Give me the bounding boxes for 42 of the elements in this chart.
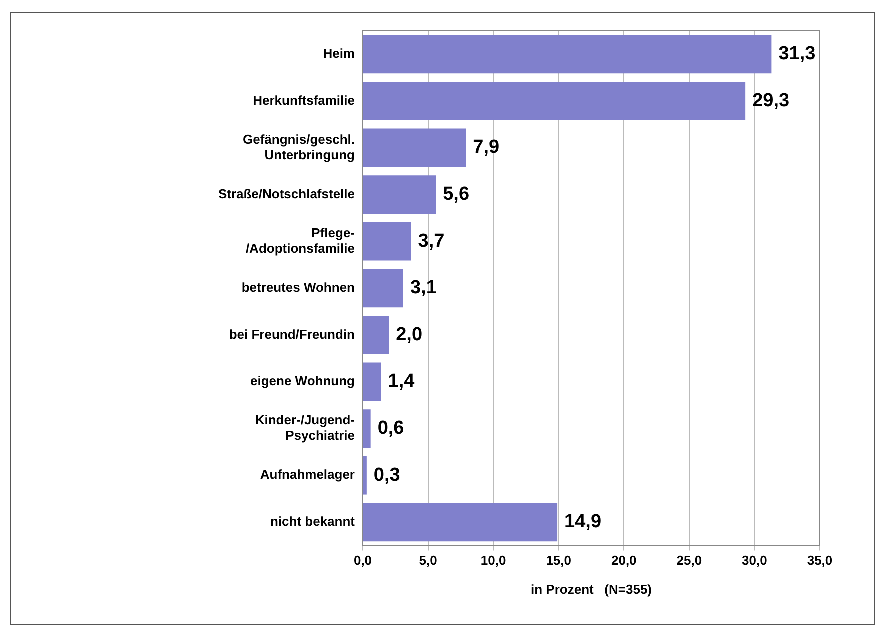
bar [364, 35, 772, 74]
x-axis-title: in Prozent (N=355) [531, 582, 652, 597]
bar [364, 362, 382, 402]
x-tick-label: 20,0 [611, 553, 637, 568]
y-tick-label: Gefängnis/geschl. Unterbringung [243, 132, 356, 162]
bar [364, 82, 746, 120]
x-tick-label: 35,0 [807, 553, 833, 568]
bar [364, 316, 390, 354]
data-label: 0,6 [378, 418, 404, 440]
y-tick-label: nicht bekannt [270, 514, 356, 529]
x-tick-label: 15,0 [546, 553, 572, 568]
bar [364, 456, 367, 495]
bar [364, 176, 436, 214]
data-label: 14,9 [564, 512, 602, 533]
data-label: 3,1 [410, 278, 438, 299]
y-tick-label: Herkunftsfamilie [253, 92, 355, 108]
data-label: 5,6 [443, 184, 470, 206]
bar [364, 128, 466, 168]
data-label: 0,3 [374, 464, 400, 486]
y-tick-label: bei Freund/Freundin [229, 326, 356, 342]
y-tick-label: Pflege- /Adoptionsfamilie [246, 225, 355, 256]
data-label: 29,3 [752, 90, 790, 112]
y-tick-label: betreutes Wohnen [242, 280, 356, 295]
x-tick-label: 30,0 [742, 553, 768, 568]
bar [364, 222, 412, 261]
x-tick-label: 5,0 [419, 553, 438, 568]
bar [364, 269, 404, 308]
bar [364, 410, 371, 448]
data-label: 3,7 [418, 230, 445, 252]
y-tick-label: Kinder-/Jugend- Psychiatrie [255, 412, 355, 444]
data-label: 2,0 [396, 324, 423, 346]
y-tick-label: Straße/Notschlafstelle [218, 186, 355, 202]
y-tick-label: Heim [323, 46, 355, 61]
x-tick-label: 10,0 [480, 553, 506, 568]
data-label: 7,9 [473, 137, 500, 158]
data-label: 1,4 [388, 371, 416, 392]
y-tick-label: eigene Wohnung [250, 374, 356, 389]
y-tick-label: Aufnahmelager [260, 467, 355, 482]
x-tick-label: 25,0 [676, 553, 702, 568]
data-label: 31,3 [778, 44, 816, 65]
bar [364, 503, 558, 542]
x-tick-label: 0,0 [354, 553, 372, 568]
